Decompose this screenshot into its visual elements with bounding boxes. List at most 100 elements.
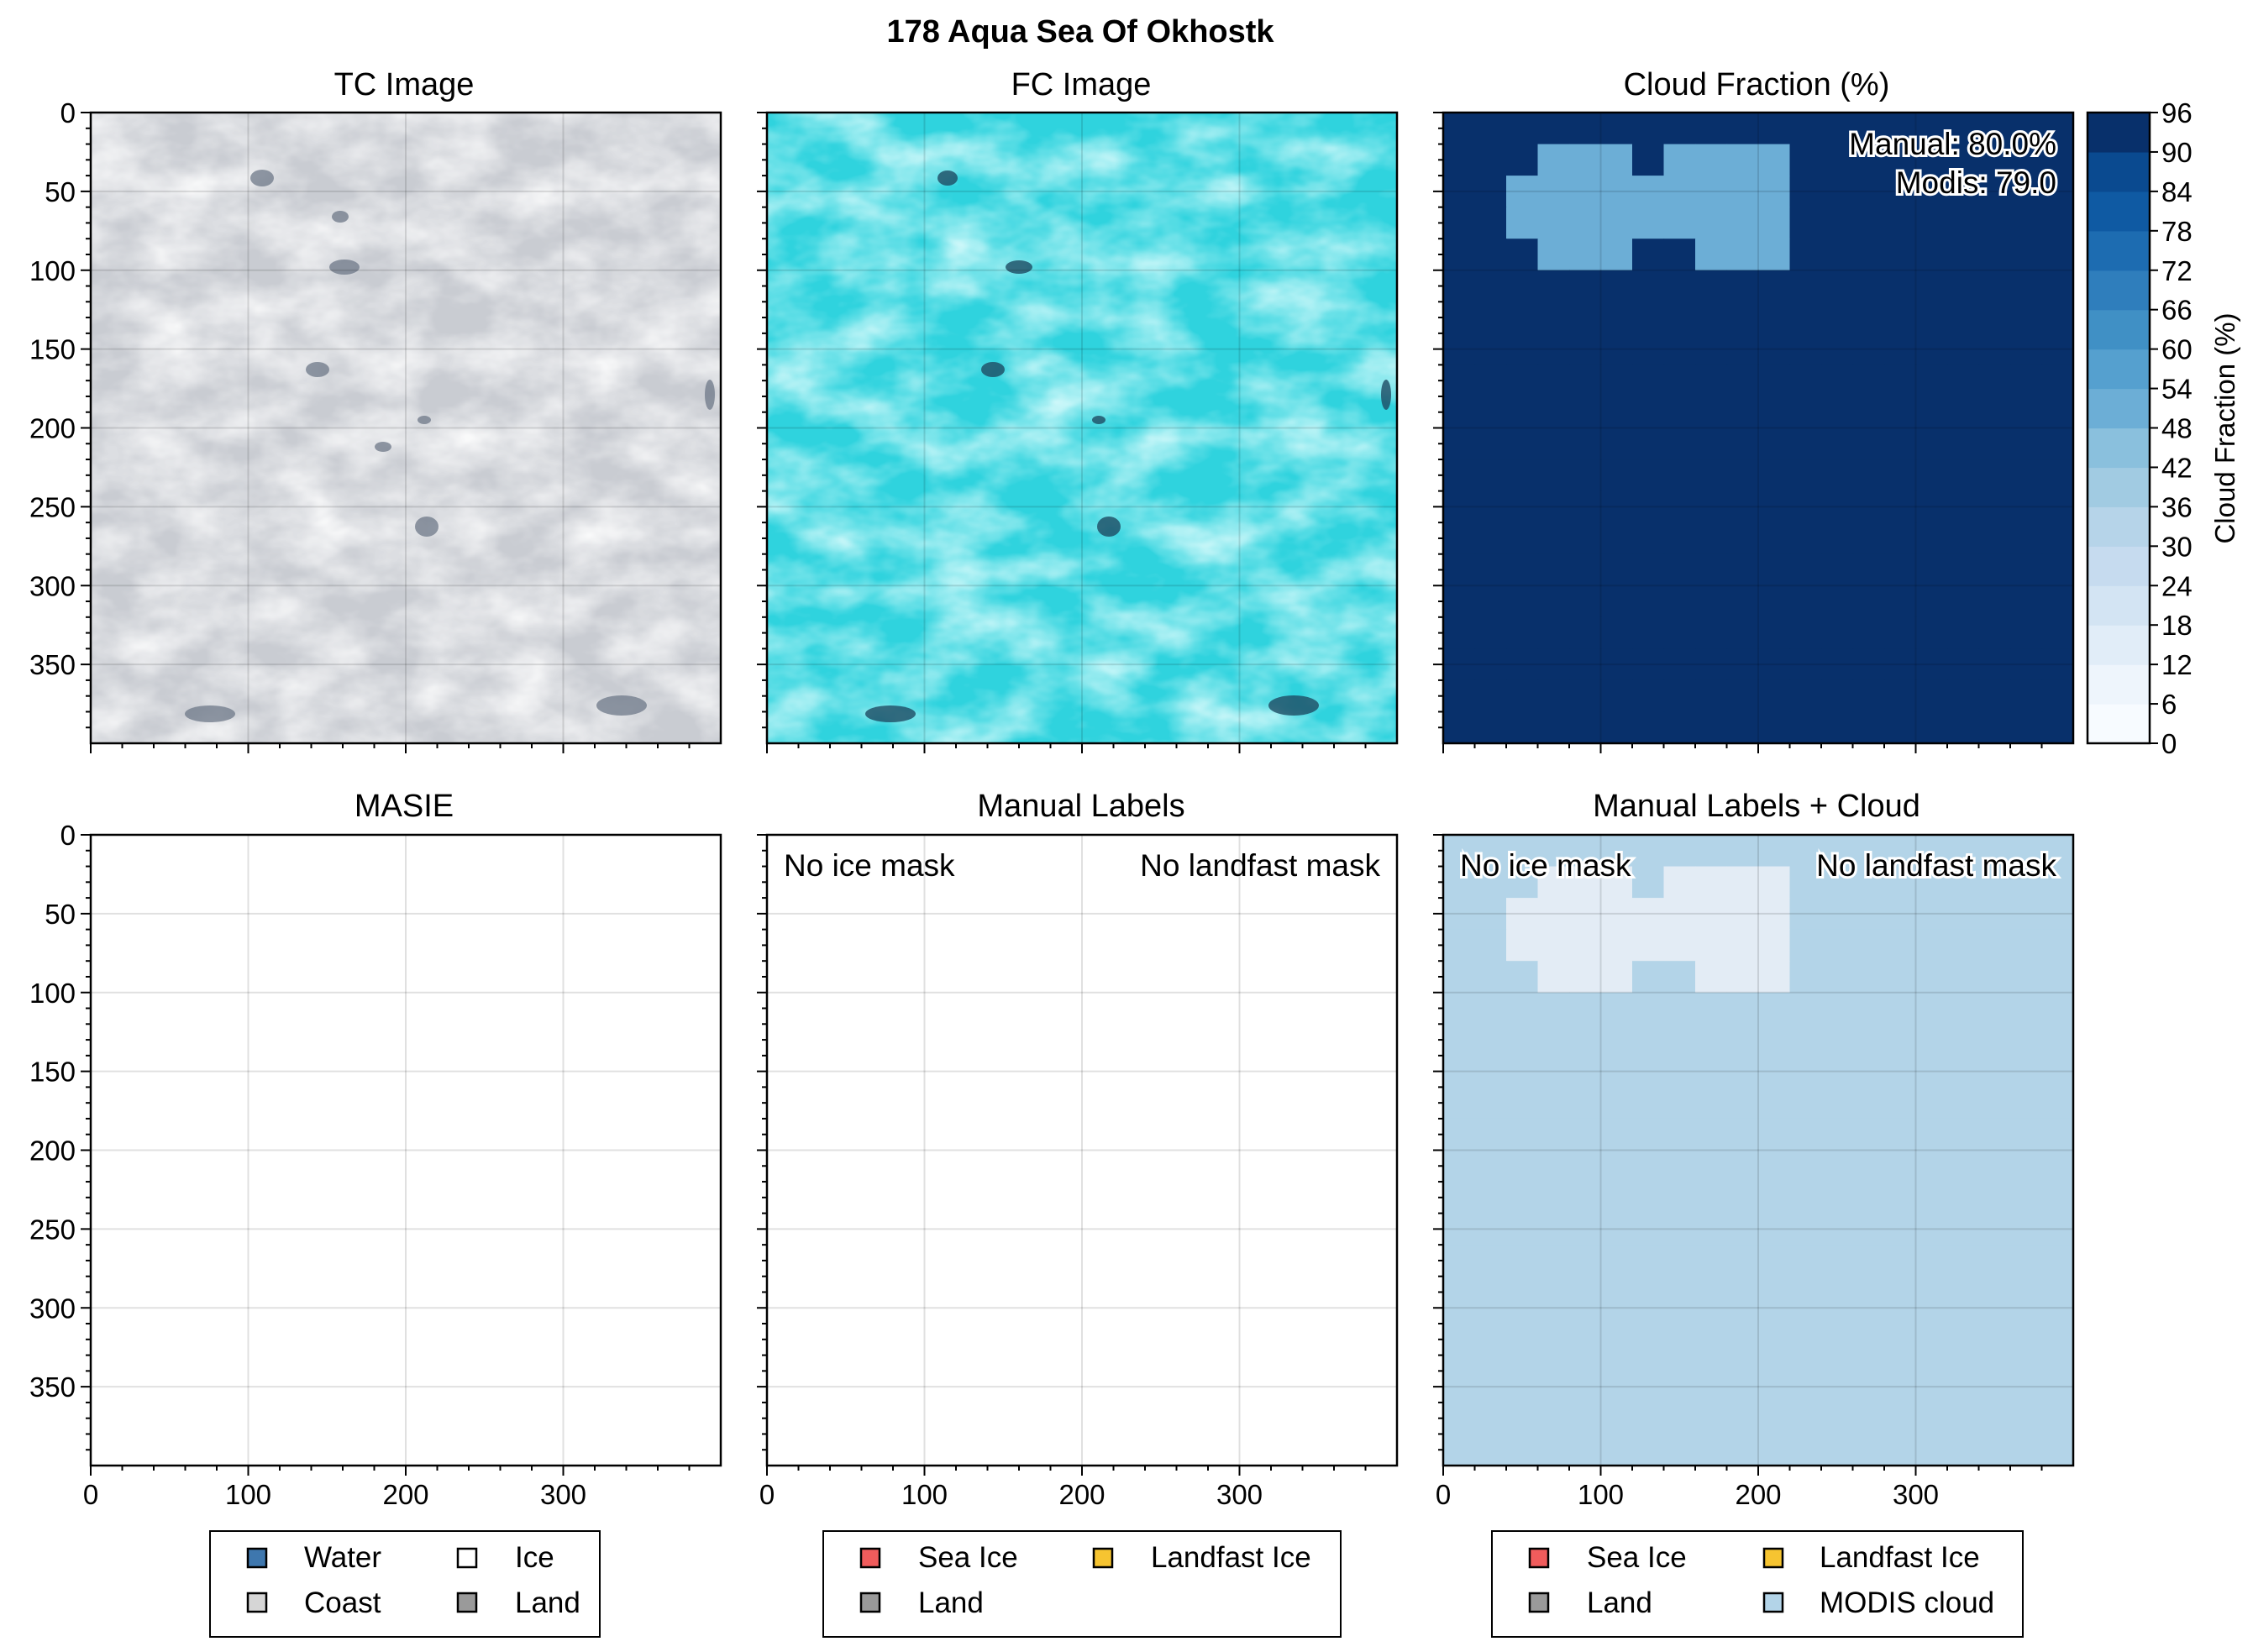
x-tick-label: 300 xyxy=(1893,1479,1939,1510)
label-cloud-cell xyxy=(1474,1213,1507,1246)
heatmap-cell xyxy=(1978,270,2011,302)
heatmap-cell xyxy=(1663,427,1696,460)
label-cloud-cell xyxy=(1600,1150,1633,1183)
label-cloud-cell xyxy=(1506,1371,1539,1403)
label-cloud-cell xyxy=(1537,1213,1570,1246)
heatmap-cell xyxy=(1758,490,1791,523)
heatmap-cell xyxy=(1852,616,1885,649)
label-cloud-cell xyxy=(1695,1308,1728,1340)
label-cloud-cell xyxy=(1947,992,1980,1025)
heatmap-cell xyxy=(1695,239,1728,271)
heatmap-cell xyxy=(1726,679,1759,713)
label-cloud-cell xyxy=(1978,1308,2011,1340)
heatmap-cell xyxy=(1474,270,1507,302)
heatmap-cell xyxy=(1663,490,1696,523)
heatmap-cell xyxy=(1569,333,1602,365)
label-cloud-cell xyxy=(1947,1308,1980,1340)
heatmap-cell xyxy=(2041,176,2074,208)
heatmap-cell xyxy=(1852,239,1885,271)
heatmap-cell xyxy=(1632,333,1665,365)
heatmap-cell xyxy=(1852,648,1885,681)
heatmap-cell xyxy=(1978,207,2011,239)
label-cloud-cell xyxy=(1947,1182,1980,1214)
heatmap-cell xyxy=(1632,679,1665,713)
label-cloud-cell xyxy=(1947,1118,1980,1151)
heatmap-cell xyxy=(1663,364,1696,397)
label-cloud-cell xyxy=(1821,835,1854,868)
label-cloud-cell xyxy=(1600,866,1633,899)
legend-label-landfast-ice: Landfast Ice xyxy=(1151,1541,1311,1574)
label-cloud-cell xyxy=(1884,1213,1917,1246)
label-cloud-cell xyxy=(1506,929,1539,962)
label-cloud-cell xyxy=(1884,1055,1917,1088)
label-cloud-cell xyxy=(1506,1150,1539,1183)
heatmap-cell xyxy=(1915,176,1948,208)
x-tick-label: 200 xyxy=(1058,1479,1105,1510)
heatmap-cell xyxy=(1947,490,1980,523)
colorbar-tick-label: 6 xyxy=(2161,689,2177,720)
fc-cloud-texture xyxy=(767,113,1397,743)
grid-lines xyxy=(91,113,2073,1466)
x-tick-label: 0 xyxy=(83,1479,98,1510)
heatmap-cell xyxy=(1947,679,1980,713)
heatmap-cell xyxy=(1758,207,1791,239)
heatmap-cell xyxy=(1632,239,1665,271)
label-cloud-cell xyxy=(1632,1434,1665,1466)
label-cloud-cell xyxy=(2010,1182,2043,1214)
legend-swatch-modis-cloud xyxy=(1762,1592,1784,1613)
label-cloud-cell xyxy=(1789,1339,1822,1371)
label-cloud-cell xyxy=(1726,835,1759,868)
label-cloud-cell xyxy=(2010,1213,2043,1246)
heatmap-cell xyxy=(1978,113,2011,145)
heatmap-cell xyxy=(1852,144,1885,176)
heatmap-cell xyxy=(2041,333,2074,365)
label-cloud-cell xyxy=(1537,1245,1570,1277)
label-cloud-cell xyxy=(1852,1182,1885,1214)
label-cloud-cell xyxy=(1978,1245,2011,1277)
label-cloud-cell xyxy=(1978,1150,2011,1183)
label-cloud-cell xyxy=(2010,961,2043,994)
colorbar-segment xyxy=(2088,585,2150,626)
heatmap-cell xyxy=(1506,176,1539,208)
heatmap-cell xyxy=(1506,616,1539,649)
label-cloud-cell xyxy=(1852,1245,1885,1277)
heatmap-cell xyxy=(1821,396,1854,429)
label-cloud-cell xyxy=(1632,1024,1665,1057)
heatmap-cell xyxy=(1821,144,1854,176)
tc-dark-patches xyxy=(185,170,715,722)
label-cloud-cell xyxy=(2010,1055,2043,1088)
heatmap-cell xyxy=(1884,239,1917,271)
label-cloud-cell xyxy=(1663,835,1696,868)
heatmap-cell xyxy=(1726,459,1759,492)
heatmap-cell xyxy=(1947,522,1980,555)
label-cloud-cell xyxy=(1915,1055,1948,1088)
label-cloud-cell xyxy=(2041,929,2074,962)
label-cloud-cell xyxy=(1695,866,1728,899)
heatmap-cell xyxy=(1726,207,1759,239)
label-cloud-cell xyxy=(1947,1276,1980,1308)
colorbar-tick-label: 96 xyxy=(2161,97,2193,128)
label-cloud-cell xyxy=(2010,898,2043,931)
heatmap-cell xyxy=(1443,616,1476,649)
heatmap-cell xyxy=(1915,302,1948,334)
label-cloud-cell xyxy=(2010,1024,2043,1057)
heatmap-cell xyxy=(1947,364,1980,397)
heatmap-cell xyxy=(1474,207,1507,239)
heatmap-cell xyxy=(1726,113,1759,145)
colorbar-tick-label: 24 xyxy=(2161,570,2193,601)
heatmap-cell xyxy=(1443,364,1476,397)
heatmap-cell xyxy=(1726,427,1759,460)
heatmap-cell xyxy=(1537,207,1570,239)
manual-no-ice-note: No ice mask xyxy=(784,848,955,883)
heatmap-cell xyxy=(1443,679,1476,713)
heatmap-cell xyxy=(1978,364,2011,397)
label-cloud-cell xyxy=(1947,929,1980,962)
heatmap-cell xyxy=(1758,522,1791,555)
label-cloud-cell xyxy=(1947,1339,1980,1371)
label-cloud-cell xyxy=(1915,1150,1948,1183)
label-cloud-cell xyxy=(1695,835,1728,868)
label-cloud-cell xyxy=(1506,1213,1539,1246)
heatmap-cell xyxy=(1663,333,1696,365)
label-cloud-cell xyxy=(1695,1118,1728,1151)
heatmap-cell xyxy=(2041,553,2074,586)
